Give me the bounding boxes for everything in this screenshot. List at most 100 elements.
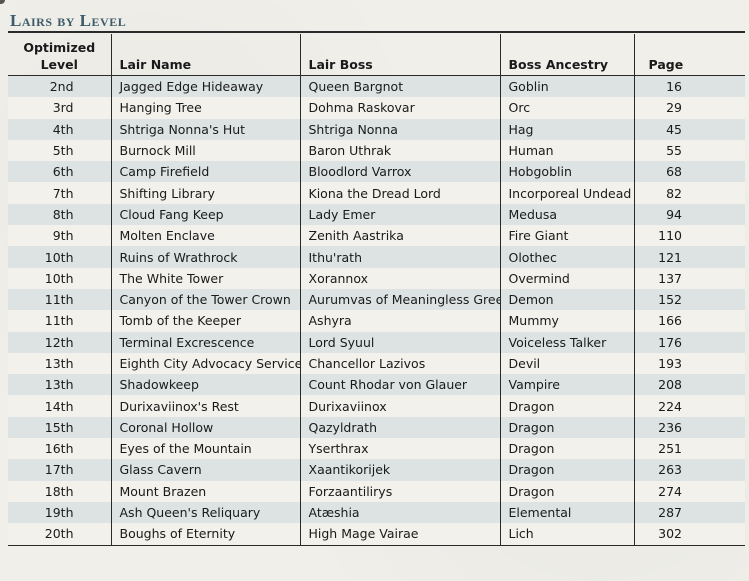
cell-level: 12th xyxy=(8,331,111,353)
table-row: 2nd Jagged Edge Hideaway Queen Bargnot Gobl… xyxy=(8,75,745,98)
cell-page: 94 xyxy=(633,203,745,226)
cell-lair-name: The White Tower xyxy=(110,267,300,289)
cell-boss-ancestry: Dragon xyxy=(499,395,634,417)
table-row: 14th Durixaviinox's Rest Durixaviinox Drago… xyxy=(8,395,745,417)
cell-level: 8th xyxy=(8,203,111,226)
cell-lair-boss: Yserthrax xyxy=(299,438,500,460)
cell-boss-ancestry: Voiceless Talker xyxy=(499,331,634,353)
cell-page: 251 xyxy=(633,438,745,460)
cell-lair-boss: Dohma Raskovar xyxy=(299,97,500,119)
cell-boss-ancestry: Overmind xyxy=(499,267,634,289)
cell-level: 2nd xyxy=(8,75,111,98)
table-row: 4th Shtriga Nonna's Hut Shtriga Nonna Hag 45 xyxy=(8,118,745,140)
header-lair-name: Lair Name xyxy=(110,34,300,76)
cell-boss-ancestry: Mummy xyxy=(499,310,634,332)
cell-level: 16th xyxy=(8,438,111,460)
cell-level: 13th xyxy=(8,352,111,375)
cell-page: 224 xyxy=(633,395,745,417)
table-row: 10th Ruins of Wrathrock Ithu'rath Olothec 12… xyxy=(8,246,745,268)
cell-level: 20th xyxy=(8,523,111,546)
table-row: 16th Eyes of the Mountain Yserthrax Dragon 2… xyxy=(8,438,745,460)
cell-lair-boss: Shtriga Nonna xyxy=(299,118,500,140)
cell-boss-ancestry: Incorporeal Undead xyxy=(499,182,634,204)
cell-boss-ancestry: Lich xyxy=(499,523,634,546)
cell-lair-boss: High Mage Vairae xyxy=(299,523,500,546)
table-row: 7th Shifting Library Kiona the Dread Lord I… xyxy=(8,182,745,204)
table-row: 13th Shadowkeep Count Rhodar von Glauer Vam… xyxy=(8,374,745,396)
cell-lair-boss: Atæshia xyxy=(299,501,500,524)
cell-boss-ancestry: Human xyxy=(499,139,634,162)
cell-page: 68 xyxy=(633,161,745,183)
table-row: 5th Burnock Mill Baron Uthrak Human 55 xyxy=(8,139,745,162)
cell-lair-name: Ruins of Wrathrock xyxy=(110,246,300,268)
cell-page: 166 xyxy=(633,310,745,332)
cell-lair-name: Eighth City Advocacy Services xyxy=(110,352,300,375)
cell-lair-name: Shifting Library xyxy=(110,182,300,204)
cell-level: 18th xyxy=(8,480,111,502)
cell-lair-name: Mount Brazen xyxy=(110,480,300,502)
cell-lair-name: Shtriga Nonna's Hut xyxy=(110,118,300,140)
cell-lair-boss: Ithu'rath xyxy=(299,246,500,268)
table-row: 11th Tomb of the Keeper Ashyra Mummy 166 xyxy=(8,310,745,332)
header-page: Page xyxy=(633,34,745,76)
table-title: Lairs by Level xyxy=(10,11,127,30)
cell-lair-name: Shadowkeep xyxy=(110,374,300,396)
cell-level: 10th xyxy=(8,267,111,289)
cell-level: 15th xyxy=(8,416,111,439)
cell-lair-boss: Bloodlord Varrox xyxy=(299,161,500,183)
cell-boss-ancestry: Demon xyxy=(499,288,634,311)
cell-lair-boss: Xaantikorijek xyxy=(299,459,500,481)
cell-lair-name: Burnock Mill xyxy=(110,139,300,162)
table-row: 19th Ash Queen's Reliquary Atæshia Elementa… xyxy=(8,501,745,524)
cell-page: 236 xyxy=(633,416,745,439)
cell-page: 29 xyxy=(633,97,745,119)
cell-lair-name: Eyes of the Mountain xyxy=(110,438,300,460)
cell-boss-ancestry: Hobgoblin xyxy=(499,161,634,183)
cell-lair-boss: Chancellor Lazivos xyxy=(299,352,500,375)
header-boss-ancestry: Boss Ancestry xyxy=(499,34,634,76)
cell-lair-name: Terminal Excrescence xyxy=(110,331,300,353)
cell-page: 274 xyxy=(633,480,745,502)
cell-boss-ancestry: Vampire xyxy=(499,374,634,396)
cell-lair-boss: Zenith Aastrika xyxy=(299,225,500,247)
cell-page: 152 xyxy=(633,288,745,311)
cell-lair-boss: Baron Uthrak xyxy=(299,139,500,162)
cell-lair-boss: Queen Bargnot xyxy=(299,75,500,98)
cell-boss-ancestry: Fire Giant xyxy=(499,225,634,247)
cell-page: 137 xyxy=(633,267,745,289)
cell-lair-boss: Lord Syuul xyxy=(299,331,500,353)
table-row: 13th Eighth City Advocacy Services Chancel… xyxy=(8,352,745,375)
cell-boss-ancestry: Dragon xyxy=(499,438,634,460)
cell-page: 55 xyxy=(633,139,745,162)
table-row: 18th Mount Brazen Forzaantilirys Dragon 274 xyxy=(8,480,745,502)
cell-lair-name: Jagged Edge Hideaway xyxy=(110,75,300,98)
cell-level: 3rd xyxy=(8,97,111,119)
table-row: 8th Cloud Fang Keep Lady Emer Medusa 94 xyxy=(8,203,745,226)
cell-boss-ancestry: Hag xyxy=(499,118,634,140)
cell-lair-name: Cloud Fang Keep xyxy=(110,203,300,226)
cell-boss-ancestry: Devil xyxy=(499,352,634,375)
cell-lair-name: Boughs of Eternity xyxy=(110,523,300,546)
cell-lair-boss: Xorannox xyxy=(299,267,500,289)
cell-lair-name: Canyon of the Tower Crown xyxy=(110,288,300,311)
table-row: 9th Molten Enclave Zenith Aastrika Fire Gia… xyxy=(8,225,745,247)
cell-boss-ancestry: Medusa xyxy=(499,203,634,226)
cell-level: 11th xyxy=(8,288,111,311)
cell-lair-name: Ash Queen's Reliquary xyxy=(110,501,300,524)
header-row: Optimized Level Lair Name Lair Boss Boss… xyxy=(8,34,745,76)
cell-level: 6th xyxy=(8,161,111,183)
cell-page: 302 xyxy=(633,523,745,546)
title-rule xyxy=(8,31,745,33)
cell-boss-ancestry: Dragon xyxy=(499,459,634,481)
cell-boss-ancestry: Dragon xyxy=(499,480,634,502)
header-level: Optimized Level xyxy=(8,34,111,76)
table-row: 10th The White Tower Xorannox Overmind 137 xyxy=(8,267,745,289)
cell-boss-ancestry: Goblin xyxy=(499,75,634,98)
cell-page: 121 xyxy=(633,246,745,268)
table-row: 11th Canyon of the Tower Crown Aurumvas of… xyxy=(8,288,745,311)
table-row: 20th Boughs of Eternity High Mage Vairae Li… xyxy=(8,523,745,546)
cell-lair-boss: Qazyldrath xyxy=(299,416,500,439)
table-row: 6th Camp Firefield Bloodlord Varrox Hobgobl… xyxy=(8,161,745,183)
cell-level: 9th xyxy=(8,225,111,247)
cell-lair-boss: Kiona the Dread Lord xyxy=(299,182,500,204)
